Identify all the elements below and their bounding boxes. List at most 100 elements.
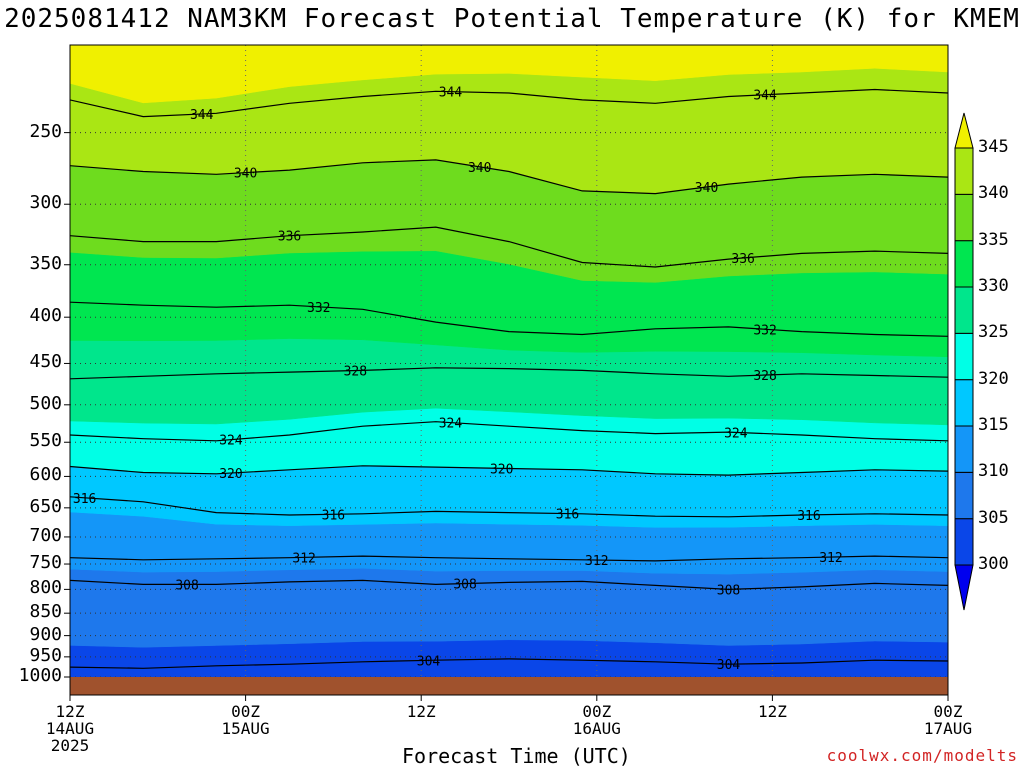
contour-label-316: 316 bbox=[322, 508, 345, 523]
contour-label-308: 308 bbox=[175, 578, 198, 593]
y-tick-label: 500 bbox=[29, 392, 62, 414]
colorbar-label: 310 bbox=[978, 461, 1009, 482]
axis-ticks bbox=[64, 132, 949, 701]
colorbar bbox=[954, 112, 974, 611]
contour-312 bbox=[70, 555, 948, 562]
colorbar-label: 320 bbox=[978, 368, 1009, 389]
source-credit: coolwx.com/modelts bbox=[826, 746, 1018, 765]
contour-label-324: 324 bbox=[439, 417, 463, 432]
colorbar-segment bbox=[954, 193, 974, 242]
band-300-305 bbox=[70, 639, 948, 677]
y-tick-label: 400 bbox=[29, 305, 62, 327]
colorbar-segment bbox=[954, 332, 974, 381]
contour-label-304: 304 bbox=[417, 654, 441, 669]
contour-316 bbox=[70, 496, 948, 518]
colorbar-extend-high bbox=[954, 112, 974, 149]
colorbar-label: 330 bbox=[978, 276, 1009, 296]
contour-label-308: 308 bbox=[717, 583, 740, 598]
plot-frame bbox=[69, 44, 949, 696]
band-305-310 bbox=[70, 568, 948, 648]
y-tick-label: 850 bbox=[29, 601, 62, 623]
x-tick-label: 00Z 16AUG bbox=[557, 703, 637, 737]
colorbar-label: 325 bbox=[978, 322, 1009, 343]
x-tick-label-line: 16AUG bbox=[572, 719, 621, 738]
colorbar-label: 300 bbox=[978, 554, 1009, 574]
contour-label-316: 316 bbox=[73, 492, 96, 507]
contour-label-344: 344 bbox=[190, 108, 214, 123]
contour-label-340: 340 bbox=[468, 161, 491, 176]
contour-308 bbox=[70, 579, 948, 591]
x-tick-label: 00Z 15AUG bbox=[206, 703, 286, 737]
x-tick-label-line: 15AUG bbox=[221, 719, 270, 738]
contour-label-344: 344 bbox=[439, 86, 463, 101]
x-tick-label-line: 12Z bbox=[406, 702, 436, 721]
colorbar-label: 340 bbox=[978, 183, 1009, 204]
colorbar-segment bbox=[954, 518, 974, 566]
potential-temperature-bands bbox=[70, 45, 948, 717]
contour-332 bbox=[70, 301, 948, 337]
x-tick-label-line: 00Z bbox=[582, 702, 612, 721]
contour-320 bbox=[70, 465, 948, 476]
contour-304 bbox=[70, 658, 948, 669]
contour-324 bbox=[70, 421, 948, 442]
y-tick-label: 650 bbox=[29, 495, 62, 517]
band-345-up bbox=[70, 45, 948, 104]
colorbar-segment bbox=[954, 240, 974, 288]
contour-label-324: 324 bbox=[219, 434, 243, 449]
x-axis-title: Forecast Time (UTC) bbox=[402, 744, 631, 768]
y-tick-label: 350 bbox=[29, 252, 62, 274]
x-tick-label-line: 00Z bbox=[231, 702, 261, 721]
contour-label-340: 340 bbox=[695, 181, 718, 196]
y-tick-label: 600 bbox=[29, 464, 62, 486]
band-below-300 bbox=[70, 711, 948, 717]
x-tick-label: 12Z bbox=[732, 703, 812, 720]
colorbar-label: 345 bbox=[978, 137, 1009, 157]
grid-lines bbox=[70, 45, 948, 678]
contour-label-312: 312 bbox=[585, 554, 608, 569]
contour-328 bbox=[70, 367, 948, 380]
contour-label-312: 312 bbox=[819, 551, 842, 566]
x-tick-label-line: 2025 bbox=[50, 736, 90, 755]
x-tick-label-line: 14AUG bbox=[45, 719, 95, 738]
colorbar-segment bbox=[954, 147, 974, 195]
y-tick-label: 950 bbox=[29, 644, 62, 666]
contour-label-336: 336 bbox=[278, 230, 301, 245]
contour-label-340: 340 bbox=[234, 167, 257, 182]
contour-label-316: 316 bbox=[797, 509, 820, 524]
x-tick-label: 00Z 17AUG bbox=[908, 703, 988, 737]
contour-label-328: 328 bbox=[344, 365, 367, 380]
y-tick-label: 900 bbox=[29, 623, 62, 645]
x-tick-label: 12Z 14AUG 2025 bbox=[30, 703, 110, 754]
colorbar-segment bbox=[954, 425, 974, 473]
colorbar-segment bbox=[954, 379, 974, 427]
x-tick-label-line: 17AUG bbox=[923, 719, 973, 738]
contour-label-324: 324 bbox=[724, 426, 748, 441]
colorbar-label: 305 bbox=[978, 507, 1009, 528]
x-tick-label-line: 12Z bbox=[757, 702, 787, 721]
contour-label-304: 304 bbox=[717, 658, 741, 673]
colorbar-label: 315 bbox=[978, 415, 1009, 435]
y-tick-label: 750 bbox=[29, 552, 62, 574]
chart-title: 2025081412 NAM3KM Forecast Potential Tem… bbox=[4, 4, 1020, 34]
contour-340 bbox=[70, 159, 948, 195]
colorbar-segment bbox=[954, 471, 974, 520]
isentrope-contours: 304 304 308 308 308 312 312 312 316 316 316 316 320 3… bbox=[70, 86, 948, 673]
colorbar-segment bbox=[954, 286, 974, 334]
x-tick-label-line: 00Z bbox=[933, 702, 963, 721]
contour-label-316: 316 bbox=[556, 508, 579, 523]
colorbar-extend-low bbox=[954, 564, 974, 611]
contour-label-332: 332 bbox=[307, 301, 330, 316]
x-tick-label: 12Z bbox=[381, 703, 461, 720]
contour-336 bbox=[70, 226, 948, 268]
y-tick-label: 450 bbox=[29, 351, 62, 373]
contour-344 bbox=[70, 88, 948, 118]
y-tick-label: 550 bbox=[29, 430, 62, 452]
contour-label-312: 312 bbox=[292, 551, 315, 566]
contour-label-344: 344 bbox=[753, 89, 777, 104]
contour-label-308: 308 bbox=[453, 578, 476, 593]
contour-label-336: 336 bbox=[731, 252, 754, 267]
ground-surface bbox=[70, 677, 948, 695]
contour-label-320: 320 bbox=[490, 462, 513, 477]
contour-label-328: 328 bbox=[753, 369, 776, 384]
contour-label-332: 332 bbox=[753, 323, 776, 338]
